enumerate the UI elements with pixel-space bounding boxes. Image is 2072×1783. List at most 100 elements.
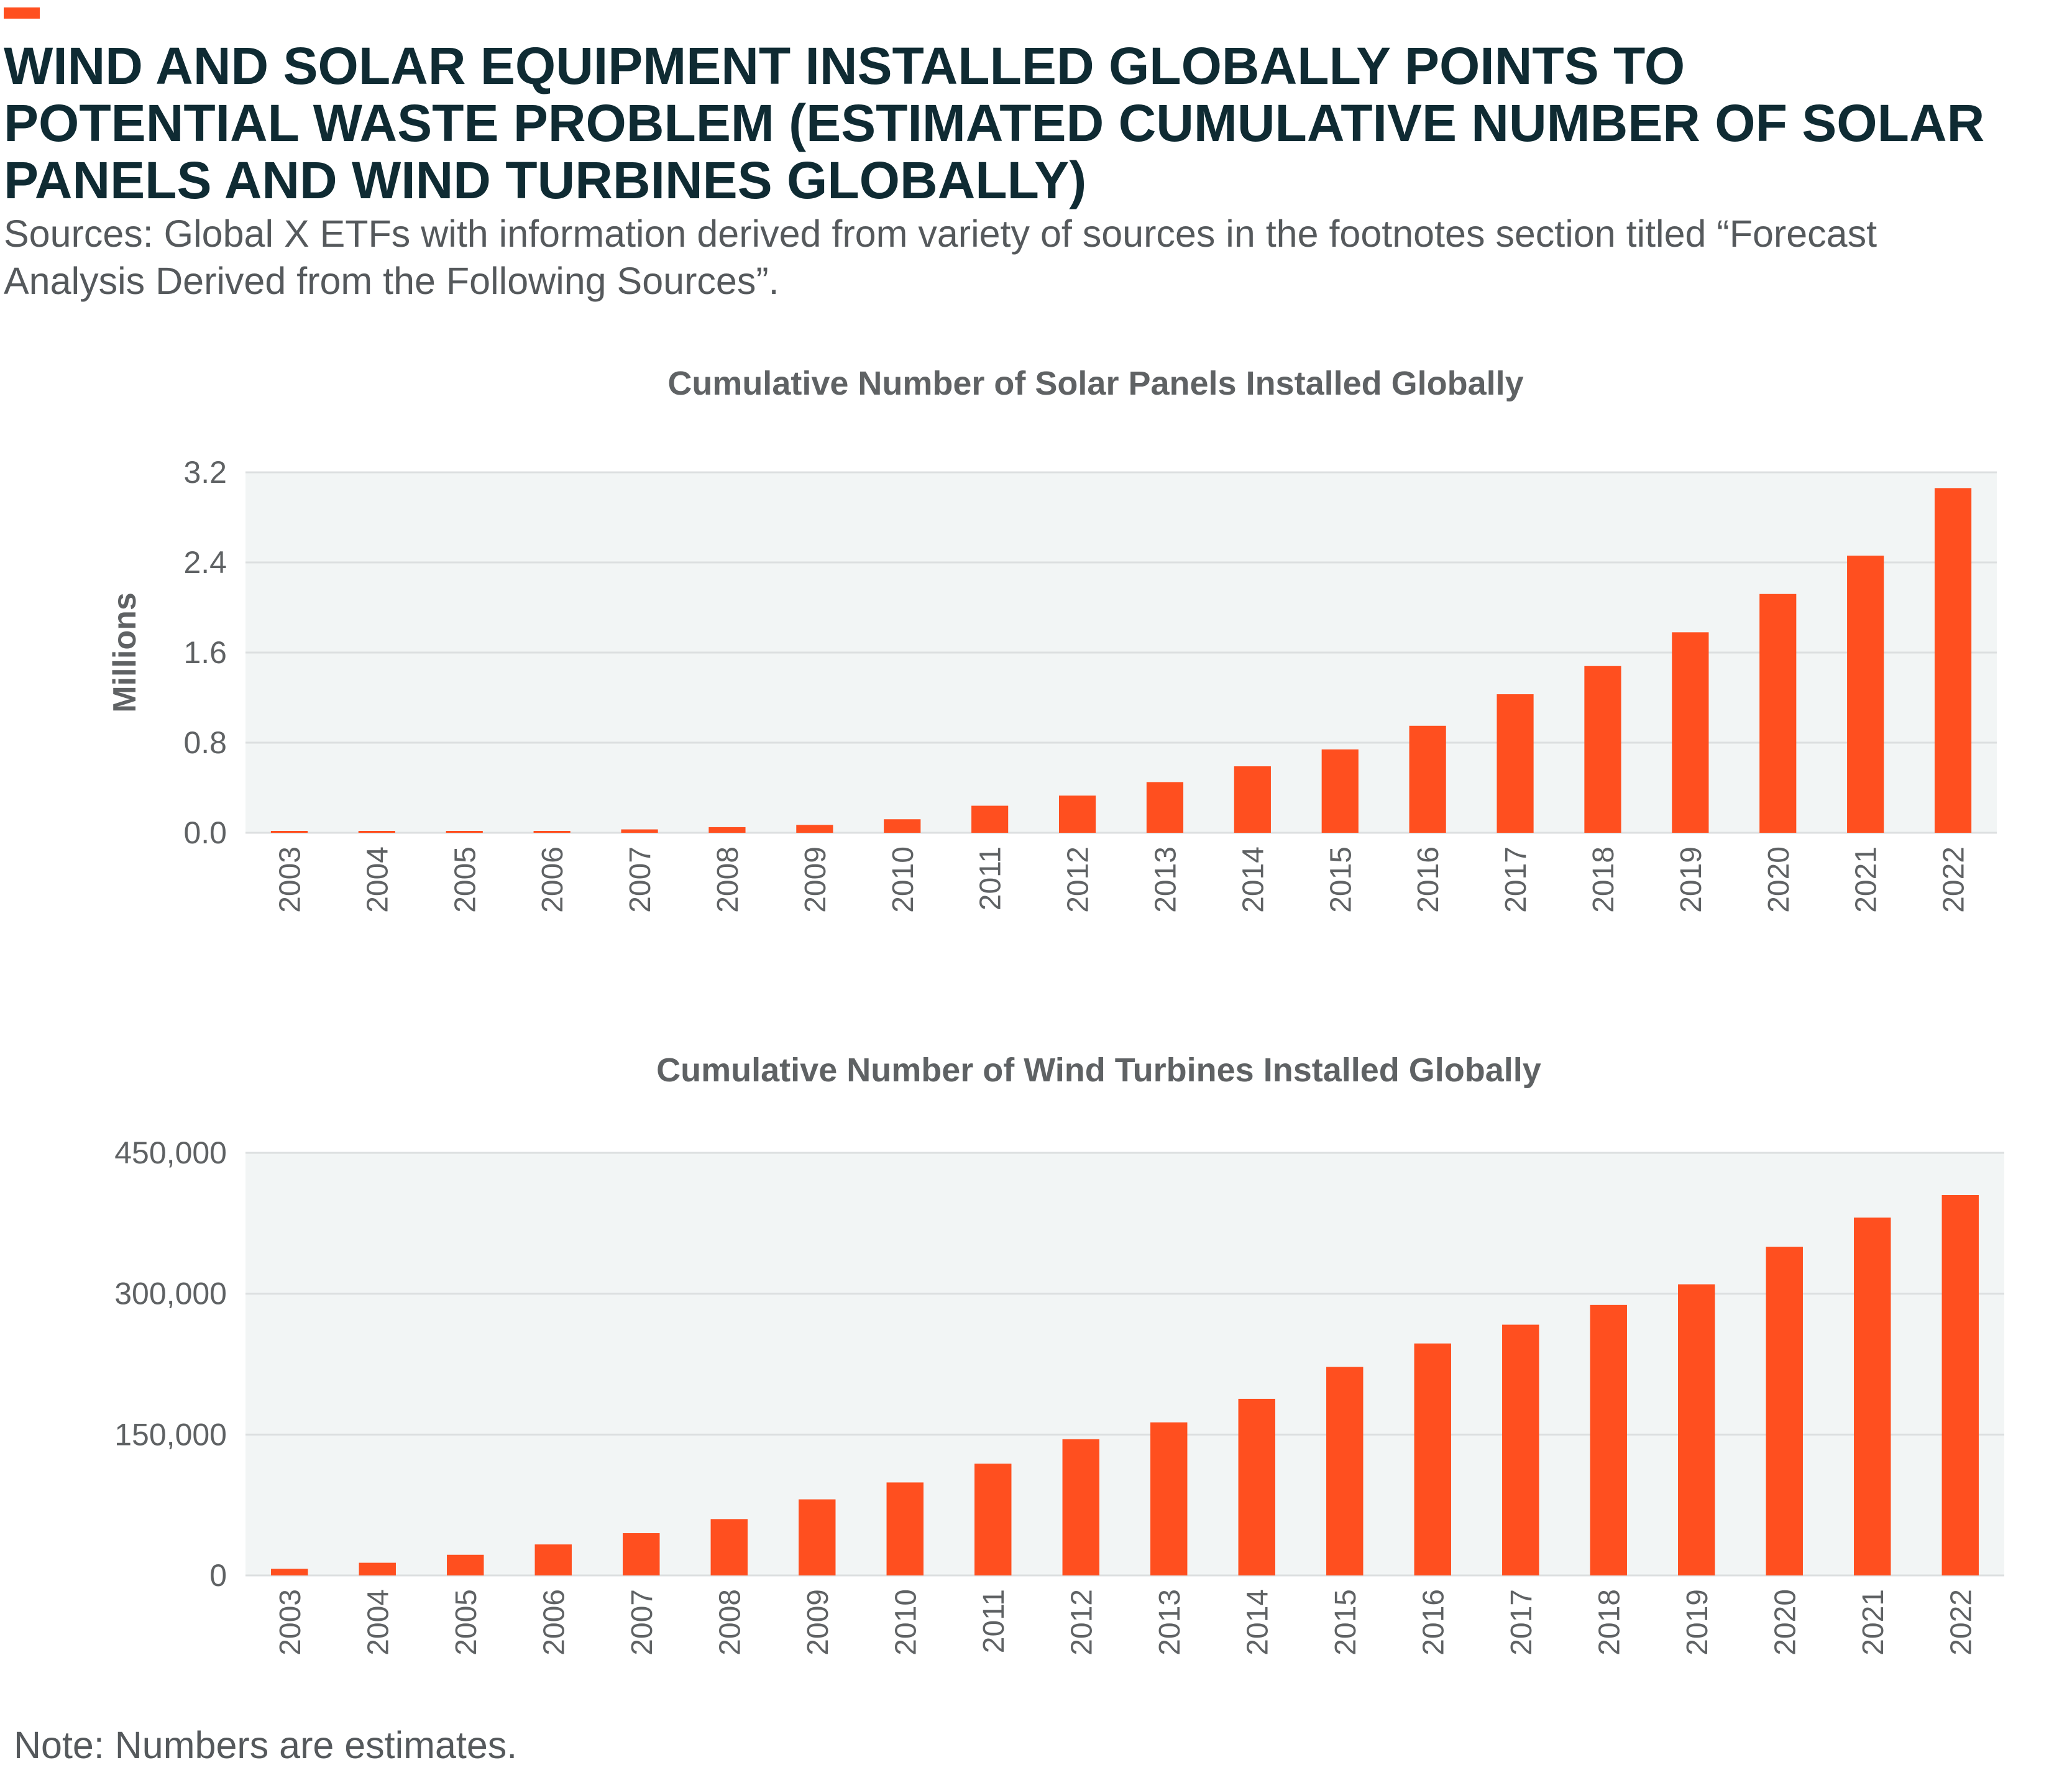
bar [886, 1482, 924, 1575]
x-tick-label: 2021 [1850, 846, 1883, 913]
bar [1058, 795, 1096, 833]
x-tick-label: 2004 [361, 846, 394, 913]
x-tick-label: 2005 [450, 1589, 483, 1656]
chart-title: Cumulative Number of Wind Turbines Insta… [656, 1052, 1541, 1089]
x-tick-label: 2014 [1237, 846, 1270, 913]
x-tick-label: 2003 [273, 846, 306, 913]
x-tick-label: 2010 [889, 1589, 922, 1656]
x-tick-label: 2017 [1505, 1589, 1538, 1656]
x-tick-label: 2019 [1681, 1589, 1714, 1656]
x-tick-label: 2016 [1417, 1589, 1450, 1656]
x-tick-label: 2013 [1153, 1589, 1186, 1656]
bar [270, 831, 308, 833]
bar [358, 831, 395, 833]
wind-turbines-chart: Cumulative Number of Wind Turbines Insta… [0, 1044, 2072, 1666]
bar [1326, 1367, 1364, 1575]
x-tick-label: 2013 [1149, 846, 1182, 913]
wind-turbines-chart-svg: Cumulative Number of Wind Turbines Insta… [114, 1052, 2004, 1656]
x-tick-label: 2006 [538, 1589, 571, 1656]
bar [1062, 1439, 1099, 1575]
x-tick-label: 2007 [626, 1589, 659, 1656]
x-tick-label: 2011 [974, 846, 1007, 910]
bar [971, 805, 1009, 833]
bar [534, 1544, 572, 1575]
bar [1234, 766, 1271, 833]
bar [974, 1464, 1012, 1575]
y-axis-label: Millions [107, 592, 143, 713]
x-tick-label: 2010 [887, 846, 920, 913]
x-tick-label: 2020 [1763, 846, 1795, 913]
bar [1146, 782, 1184, 833]
bar [359, 1562, 396, 1575]
bar [271, 1569, 308, 1575]
x-tick-label: 2003 [274, 1589, 307, 1656]
x-tick-label: 2008 [713, 1589, 746, 1656]
x-tick-label: 2008 [712, 846, 745, 913]
x-tick-label: 2016 [1412, 846, 1445, 913]
page-title: WIND AND SOLAR EQUIPMENT INSTALLED GLOBA… [4, 37, 1985, 209]
bar [710, 1519, 748, 1575]
chart-title: Cumulative Number of Solar Panels Instal… [667, 365, 1523, 402]
y-tick-label: 0.0 [183, 815, 227, 850]
y-tick-label: 150,000 [114, 1417, 227, 1452]
bar [1321, 749, 1359, 833]
bar [623, 1533, 660, 1575]
bar [1150, 1422, 1188, 1575]
x-tick-label: 2018 [1587, 846, 1620, 913]
bar [1238, 1398, 1275, 1575]
bar [1590, 1304, 1627, 1575]
bar [1854, 1217, 1891, 1575]
bar [1941, 1195, 1979, 1575]
x-tick-label: 2009 [799, 846, 832, 913]
y-tick-label: 2.4 [183, 545, 227, 580]
y-tick-label: 300,000 [114, 1277, 227, 1311]
bar [884, 819, 921, 833]
x-tick-label: 2004 [362, 1589, 395, 1656]
bar [1766, 1247, 1803, 1575]
bar [1672, 632, 1709, 833]
bar [446, 831, 483, 833]
x-tick-label: 2014 [1241, 1589, 1274, 1656]
bar [708, 827, 746, 833]
x-tick-label: 2015 [1324, 846, 1357, 913]
y-tick-label: 3.2 [183, 455, 227, 490]
bar [1414, 1343, 1451, 1575]
y-tick-label: 1.6 [183, 635, 227, 670]
plot-area [245, 1153, 2004, 1575]
x-tick-label: 2015 [1329, 1589, 1362, 1656]
y-tick-label: 450,000 [114, 1135, 227, 1170]
bar [1584, 666, 1621, 833]
x-tick-label: 2022 [1945, 1589, 1978, 1656]
x-tick-label: 2012 [1065, 1589, 1098, 1656]
bar [799, 1499, 836, 1575]
bar [447, 1554, 484, 1575]
x-tick-label: 2006 [536, 846, 569, 913]
accent-bar [4, 7, 40, 19]
x-tick-label: 2005 [449, 846, 482, 913]
bar [621, 829, 658, 833]
bar [1678, 1284, 1715, 1575]
bar [1502, 1324, 1539, 1575]
x-tick-label: 2007 [624, 846, 657, 913]
footnote: Note: Numbers are estimates. [14, 1724, 518, 1766]
x-tick-label: 2022 [1938, 846, 1971, 913]
x-tick-label: 2017 [1500, 846, 1533, 913]
y-tick-label: 0.8 [183, 725, 227, 760]
x-tick-label: 2021 [1857, 1589, 1890, 1656]
solar-panels-chart: Cumulative Number of Solar Panels Instal… [0, 360, 2072, 982]
solar-panels-chart-svg: Cumulative Number of Solar Panels Instal… [107, 365, 1997, 913]
bar [1497, 694, 1534, 833]
x-tick-label: 2019 [1675, 846, 1708, 913]
x-tick-label: 2018 [1593, 1589, 1626, 1656]
page-subtitle: Sources: Global X ETFs with information … [4, 213, 1877, 302]
x-tick-label: 2009 [802, 1589, 835, 1656]
bar [533, 831, 571, 833]
bar [796, 825, 833, 833]
x-tick-label: 2011 [978, 1589, 1011, 1653]
bar [1409, 725, 1446, 833]
x-tick-label: 2012 [1062, 846, 1095, 913]
bar [1847, 556, 1884, 833]
bar [1934, 488, 1972, 833]
x-tick-label: 2020 [1769, 1589, 1802, 1656]
bar [1759, 594, 1797, 833]
